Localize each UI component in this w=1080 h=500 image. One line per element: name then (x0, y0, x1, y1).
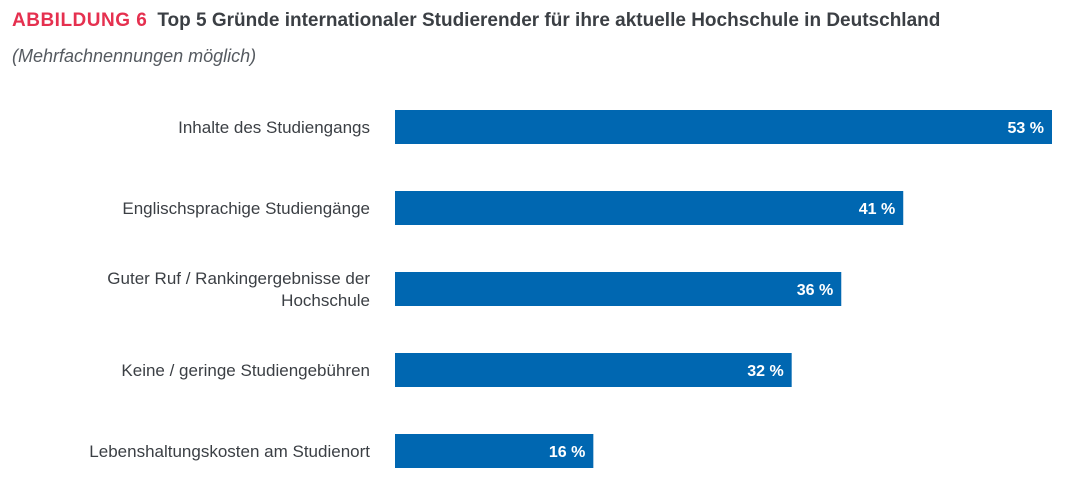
figure-heading: ABBILDUNG 6 Top 5 Gründe internationaler … (12, 10, 940, 32)
bar-1 (395, 110, 1052, 144)
bar-2 (395, 191, 904, 225)
bar-3 (395, 272, 842, 306)
value-label-4: 32 % (747, 363, 783, 380)
value-label-5: 16 % (549, 444, 585, 461)
bar-4 (395, 353, 792, 387)
figure-label: ABBILDUNG 6 (12, 10, 148, 31)
chart-title: Top 5 Gründe internationaler Studierende… (157, 10, 941, 31)
bar-5 (395, 434, 594, 468)
value-label-1: 53 % (1008, 120, 1044, 137)
value-label-2: 41 % (859, 201, 895, 218)
category-label-4: Keine / geringe Studiengebühren (121, 361, 370, 380)
category-label-1: Inhalte des Studiengangs (178, 118, 370, 137)
category-label-2: Englischsprachige Studiengänge (122, 199, 370, 218)
chart-subtitle: (Mehrfachnennungen möglich) (12, 46, 257, 66)
category-label-3: Guter Ruf / Rankingergebnisse der Hochsch… (107, 269, 370, 310)
category-label-5: Lebenshaltungskosten am Studienort (89, 442, 370, 461)
value-label-3: 36 % (797, 282, 833, 299)
